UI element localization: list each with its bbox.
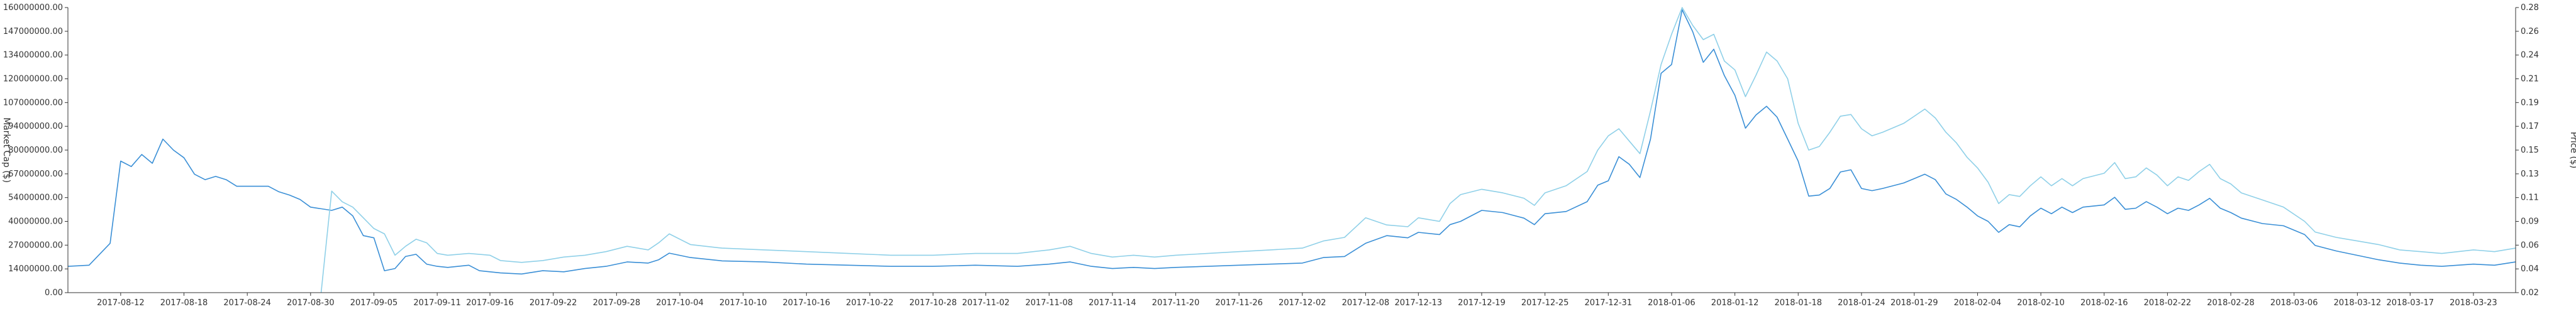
left-tick-label: 94000000.00 (8, 122, 63, 131)
left-tick-label: 147000000.00 (3, 27, 63, 36)
right-tick-label: 0.02 (2521, 288, 2539, 298)
x-tick-label: 2017-12-02 (1279, 298, 1326, 308)
x-tick-label: 2018-01-29 (1890, 298, 1938, 308)
x-tick-label: 2017-10-10 (719, 298, 767, 308)
x-tick-label: 2017-08-18 (160, 298, 208, 308)
x-tick-label: 2017-12-08 (1342, 298, 1390, 308)
x-tick-label: 2017-10-28 (909, 298, 957, 308)
right-tick-label: 0.28 (2521, 3, 2539, 13)
right-tick-label: 0.24 (2521, 51, 2539, 60)
right-tick-label: 0.21 (2521, 75, 2539, 84)
x-tick-label: 2017-12-19 (1458, 298, 1506, 308)
x-tick-label: 2017-09-16 (466, 298, 514, 308)
x-tick-label: 2018-02-16 (2080, 298, 2128, 308)
left-tick-label: 80000000.00 (8, 146, 63, 155)
x-tick-label: 2017-09-11 (413, 298, 461, 308)
series-layer (67, 7, 2516, 293)
x-tick-label: 2018-01-24 (1838, 298, 1885, 308)
x-tick-label: 2017-12-31 (1584, 298, 1632, 308)
x-tick-label: 2018-02-04 (1954, 298, 2002, 308)
x-tick-label: 2017-11-14 (1089, 298, 1136, 308)
left-tick-label: 40000000.00 (8, 217, 63, 227)
x-tick-label: 2017-10-16 (783, 298, 831, 308)
x-tick-label: 2017-09-22 (530, 298, 577, 308)
left-tick-label: 54000000.00 (8, 193, 63, 203)
left-axis-ticks: 0.00 14000000.00 27000000.00 40000000.00 540… (3, 3, 68, 298)
left-tick-label: 134000000.00 (3, 51, 63, 60)
x-tick-label: 2018-03-23 (2450, 298, 2497, 308)
x-tick-label: 2018-02-28 (2207, 298, 2255, 308)
left-tick-label: 120000000.00 (3, 75, 63, 84)
x-tick-label: 2018-01-06 (1648, 298, 1696, 308)
series-line-left-axis (320, 7, 2516, 293)
x-tick-label: 2017-11-02 (962, 298, 1010, 308)
x-tick-label: 2017-09-28 (593, 298, 641, 308)
right-tick-label: 0.04 (2521, 264, 2539, 274)
right-tick-label: 0.09 (2521, 217, 2539, 227)
x-tick-label: 2017-11-20 (1152, 298, 1200, 308)
right-tick-label: 0.13 (2521, 170, 2539, 179)
right-axis-title: Price ($) (2568, 132, 2576, 168)
x-tick-label: 2017-10-04 (656, 298, 704, 308)
x-tick-label: 2018-03-17 (2386, 298, 2434, 308)
right-axis-ticks: 0.02 0.04 0.06 0.09 0.11 0.13 0.15 0.17 0.19 0.21… (2516, 3, 2539, 298)
left-tick-label: 160000000.00 (3, 3, 63, 13)
x-tick-label: 2017-12-13 (1395, 298, 1443, 308)
x-tick-label: 2017-11-08 (1025, 298, 1073, 308)
x-tick-label: 2017-12-25 (1521, 298, 1569, 308)
x-tick-label: 2018-02-22 (2144, 298, 2192, 308)
left-tick-label: 67000000.00 (8, 170, 63, 179)
series-line-right-axis (67, 9, 2516, 275)
right-tick-label: 0.17 (2521, 122, 2539, 131)
x-tick-label: 2018-03-12 (2334, 298, 2382, 308)
left-tick-label: 14000000.00 (8, 264, 63, 274)
left-tick-label: 0.00 (45, 288, 63, 298)
right-tick-label: 0.06 (2521, 241, 2539, 250)
x-tick-label: 2017-08-24 (223, 298, 271, 308)
x-tick-label: 2017-09-05 (350, 298, 398, 308)
left-tick-label: 107000000.00 (3, 98, 63, 107)
x-tick-label: 2017-11-26 (1215, 298, 1263, 308)
right-tick-label: 0.15 (2521, 146, 2539, 155)
x-tick-label: 2017-10-22 (846, 298, 894, 308)
x-tick-label: 2018-01-12 (1711, 298, 1759, 308)
x-axis-ticks: 2017-08-12 2017-08-18 2017-08-24 2017-08-30… (97, 293, 2497, 308)
left-axis-title: Market Cap ($) (1, 117, 11, 183)
x-tick-label: 2018-02-10 (2017, 298, 2065, 308)
x-tick-label: 2018-01-18 (1774, 298, 1822, 308)
right-tick-label: 0.26 (2521, 27, 2539, 36)
left-tick-label: 27000000.00 (8, 241, 63, 250)
x-tick-label: 2018-03-06 (2270, 298, 2318, 308)
right-tick-label: 0.11 (2521, 193, 2539, 203)
x-tick-label: 2017-08-12 (97, 298, 145, 308)
right-tick-label: 0.19 (2521, 98, 2539, 107)
x-tick-label: 2017-08-30 (287, 298, 335, 308)
